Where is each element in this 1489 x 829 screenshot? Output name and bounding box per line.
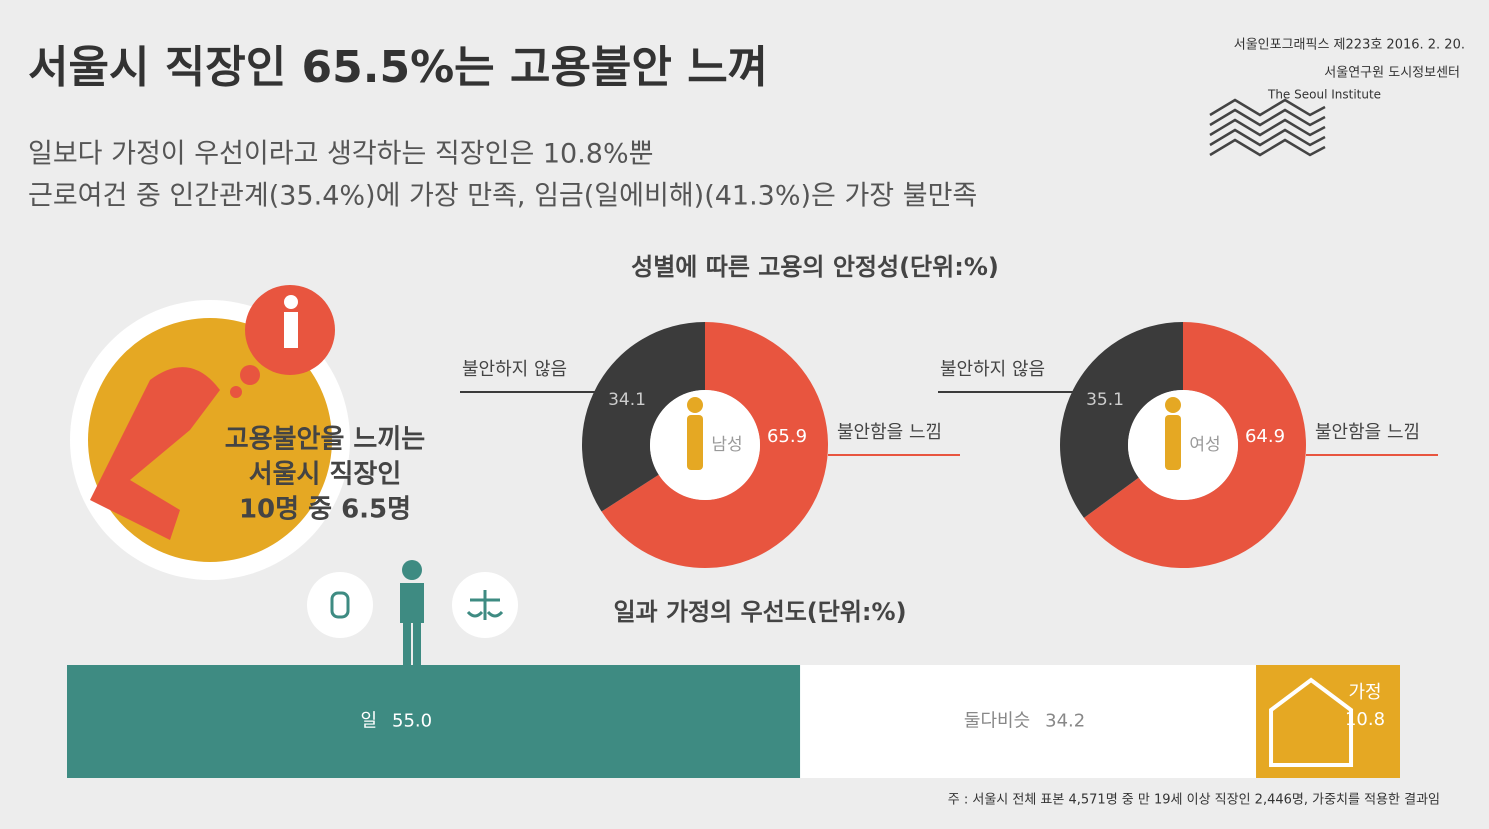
title: 서울시 직장인 65.5%는 고용불안 느껴: [28, 42, 768, 93]
value-label: 10.8: [1345, 709, 1385, 730]
icons: [307, 560, 518, 665]
bar-segment: [800, 665, 1257, 778]
callout: 서울시 직장인: [249, 460, 402, 490]
person-head: [687, 397, 703, 413]
callout: 10명 중 6.5명: [239, 495, 411, 525]
donut-segment: [1060, 322, 1183, 518]
category-label: 둘다비슷: [964, 711, 1030, 732]
logo: [1209, 98, 1326, 157]
category-label: 불안함을 느낌: [1315, 422, 1420, 443]
person-icon: [687, 415, 703, 470]
donut-hole: [1128, 390, 1238, 500]
source: 서울인포그래픽스 제223호 2016. 2. 20.: [1234, 38, 1465, 53]
source: The Seoul Institute: [1267, 88, 1381, 102]
donut-segment: [601, 322, 828, 568]
chart-title: 일과 가정의 우선도(단위:%): [613, 598, 906, 626]
subtitle: 근로여건 중 인간관계(35.4%)에 가장 만족, 임금(일에비해)(41.3…: [28, 181, 977, 212]
donut-hole: [650, 390, 760, 500]
center-label: 남성: [711, 435, 742, 455]
subtitle: 일보다 가정이 우선이라고 생각하는 직장인은 10.8%뿐: [28, 139, 653, 170]
illustration: [70, 285, 350, 580]
callout: 고용불안을 느끼는: [225, 425, 425, 455]
category-label: 일: [360, 711, 377, 732]
footnote: 주 : 서울시 전체 표본 4,571명 중 만 19세 이상 직장인 2,44…: [948, 793, 1440, 808]
value-label: 34.2: [1045, 711, 1085, 732]
donut-segment: [1083, 322, 1306, 568]
value-label: 34.1: [608, 390, 646, 410]
center-label: 여성: [1189, 435, 1220, 455]
value-label: 64.9: [1245, 426, 1285, 447]
value-label: 35.1: [1086, 390, 1124, 410]
value-label: 65.9: [767, 426, 807, 447]
donut-segment: [582, 322, 705, 512]
category-label: 불안함을 느낌: [837, 422, 942, 443]
house-icon: [1269, 677, 1354, 767]
person-icon: [1165, 415, 1181, 470]
category-label: 가정: [1348, 682, 1381, 703]
value-label: 55.0: [392, 711, 432, 732]
bar-segment: [1256, 665, 1400, 778]
bar-segment: [67, 665, 801, 778]
category-label: 불안하지 않음: [462, 359, 567, 380]
source: 서울연구원 도시정보센터: [1324, 66, 1460, 81]
category-label: 불안하지 않음: [940, 359, 1045, 380]
chart-title: 성별에 따른 고용의 안정성(단위:%): [631, 253, 999, 281]
person-head: [1165, 397, 1181, 413]
